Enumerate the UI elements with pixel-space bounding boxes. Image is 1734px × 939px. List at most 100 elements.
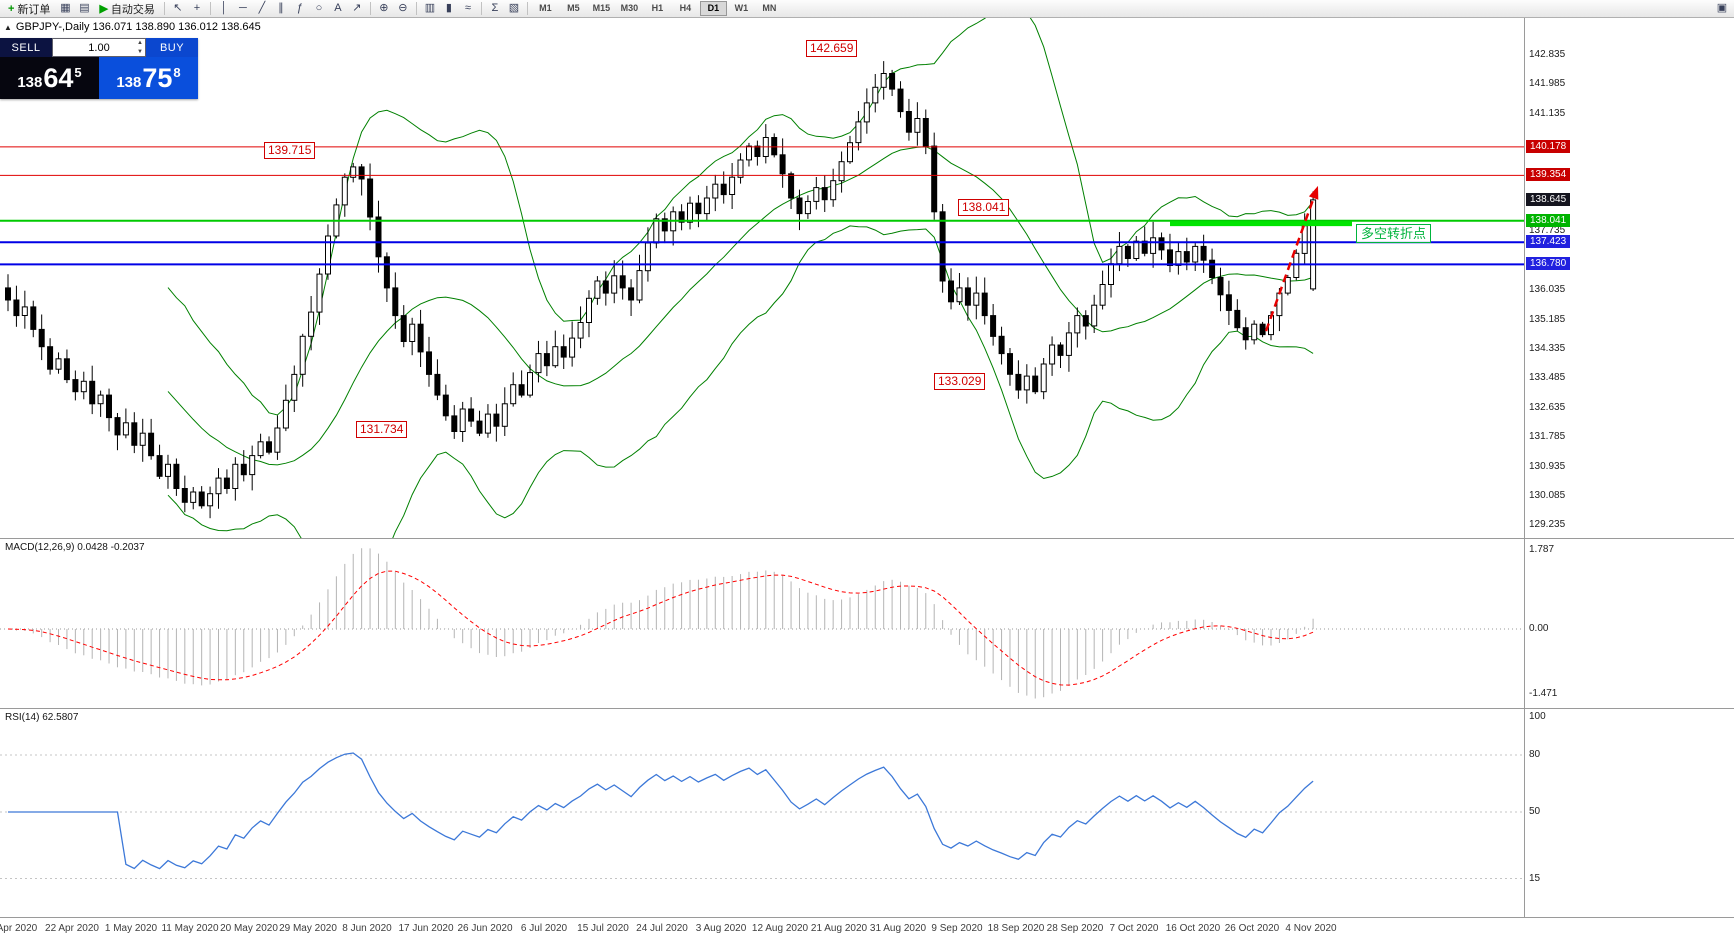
rsi-plot[interactable]: RSI(14) 62.5807 <box>0 709 1524 917</box>
time-axis-label: 3 Aug 2020 <box>695 923 747 934</box>
trendline-icon[interactable]: ╱ <box>258 2 266 14</box>
price-axis-label: 133.485 <box>1529 372 1566 384</box>
templates-icon[interactable]: ▧ <box>508 2 520 14</box>
chart-window-icon[interactable]: ▦ <box>60 2 71 14</box>
rsi-axis-label: 15 <box>1529 872 1541 884</box>
price-axis-label: 142.835 <box>1529 48 1566 60</box>
time-axis-label: 3 Apr 2020 <box>0 923 38 934</box>
price-axis-label: 132.635 <box>1529 401 1566 413</box>
timeframe-h4[interactable]: H4 <box>679 3 692 13</box>
time-axis-label: 18 Sep 2020 <box>987 923 1045 934</box>
toolbar-separator <box>163 2 165 15</box>
macd-chart <box>0 548 1524 699</box>
buy-price-sup: 8 <box>173 65 181 80</box>
price-chart-plot[interactable]: ▲ GBPJPY-,Daily 136.071 138.890 136.012 … <box>0 18 1524 538</box>
one-click-collapse-arrow[interactable]: ▲ <box>4 22 12 32</box>
sell-label[interactable]: SELL <box>11 41 41 54</box>
zoom-in-icon[interactable]: ⊕ <box>379 2 389 14</box>
price-panel: ▲ GBPJPY-,Daily 136.071 138.890 136.012 … <box>0 18 1734 538</box>
volume-down-icon[interactable]: ▼ <box>137 49 143 55</box>
cursor-icon[interactable]: ↖ <box>173 2 183 14</box>
price-axis-label: 134.335 <box>1529 342 1566 354</box>
channel-icon[interactable]: ∥ <box>278 2 284 14</box>
macd-axis-label: -1.471 <box>1529 687 1558 699</box>
timeframe-m30[interactable]: M30 <box>620 3 639 13</box>
timeframe-d1[interactable]: D1 <box>699 1 727 16</box>
price-axis-highlight-137.423: 137.423 <box>1526 235 1571 249</box>
timeframe-h1[interactable]: H1 <box>651 3 664 13</box>
volume-spinner[interactable]: ▲ ▼ <box>137 40 143 55</box>
time-axis-label: 22 Apr 2020 <box>45 923 99 934</box>
crosshair-icon[interactable]: + <box>193 2 201 14</box>
turning-point-note[interactable]: 多空转折点 <box>1356 224 1432 244</box>
timeframe-m1[interactable]: M1 <box>539 3 552 13</box>
price-axis-highlight-138.645: 138.645 <box>1526 192 1571 206</box>
price-axis-label: 137.735 <box>1529 225 1566 237</box>
time-axis-label: 17 Jun 2020 <box>398 923 454 934</box>
price-note-139.715[interactable]: 139.715 <box>264 142 316 160</box>
timeframe-m5[interactable]: M5 <box>567 3 580 13</box>
time-axis-label: 11 May 2020 <box>161 923 219 934</box>
new-order-button[interactable]: + 新订单 <box>3 1 55 16</box>
price-axis[interactable]: 142.835 141.985 141.135 137.735 136.035 135.1… <box>1524 18 1734 538</box>
toolbar: + 新订单 ▦ ▤ ▶ 自动交易 ↖ + │ ─ ╱ ∥ ƒ ○ A ↗ ⊕ ⊖ ▥ ▮ ≈ Σ ▧ M1 M5 M15 M30 H1… <box>0 0 1734 18</box>
sell-price-sup: 5 <box>74 65 82 80</box>
fibonacci-icon[interactable]: ƒ <box>296 2 303 14</box>
window-layout-icon[interactable]: ▣ <box>1716 2 1728 14</box>
volume-up-icon[interactable]: ▲ <box>137 40 143 46</box>
arrows-icon[interactable]: ↗ <box>352 2 362 14</box>
price-axis-label: 130.935 <box>1529 460 1566 472</box>
volume-value: 1.00 <box>88 41 110 54</box>
symbol-ohlc-text: GBPJPY-,Daily 136.071 138.890 136.012 13… <box>15 21 261 33</box>
buy-price-big: 75 <box>142 63 173 94</box>
volume-input[interactable]: 1.00 ▲ ▼ <box>52 38 146 57</box>
price-axis-label: 131.785 <box>1529 431 1566 443</box>
time-axis-label: 6 Jul 2020 <box>520 923 568 934</box>
time-axis-label: 4 Nov 2020 <box>1285 923 1337 934</box>
rsi-axis-label: 80 <box>1529 749 1541 760</box>
one-click-trading-panel: SELL 1.00 ▲ ▼ BUY 138 64 5 <box>0 38 198 99</box>
zoom-out-icon[interactable]: ⊖ <box>398 2 408 14</box>
macd-axis-label: 1.787 <box>1529 544 1555 556</box>
toolbar-separator <box>415 2 417 15</box>
time-axis-label: 20 May 2020 <box>220 923 278 934</box>
time-axis-label: 8 Jun 2020 <box>342 923 392 934</box>
price-note-133.029[interactable]: 133.029 <box>934 372 986 390</box>
time-axis-label: 21 Aug 2020 <box>810 923 868 934</box>
time-axis-label: 31 Aug 2020 <box>869 923 927 934</box>
rsi-axis-label: 50 <box>1529 806 1541 817</box>
rsi-header: RSI(14) 62.5807 <box>5 712 79 723</box>
timeframe-w1[interactable]: W1 <box>734 3 749 13</box>
price-note-138.041[interactable]: 138.041 <box>958 198 1010 216</box>
macd-header: MACD(12,26,9) 0.0428 -0.2037 <box>5 542 145 553</box>
trade-prices: 138 64 5 138 75 8 <box>0 57 198 99</box>
time-axis-label: 1 May 2020 <box>104 923 158 934</box>
indicators-icon[interactable]: Σ <box>491 2 499 14</box>
price-note-142.659[interactable]: 142.659 <box>806 39 858 57</box>
toolbar-separator <box>526 2 528 15</box>
rsi-axis[interactable]: 100 80 50 15 <box>1524 709 1734 917</box>
buy-price-int: 138 <box>116 74 142 91</box>
timeframe-mn[interactable]: MN <box>762 3 777 13</box>
macd-panel: MACD(12,26,9) 0.0428 -0.2037 1.787 0.00 -1… <box>0 538 1734 708</box>
tile-windows-icon[interactable]: ▤ <box>79 2 90 14</box>
buy-button[interactable]: 138 75 8 <box>99 57 198 99</box>
candlestick-chart-icon[interactable]: ▮ <box>445 2 452 14</box>
macd-plot[interactable]: MACD(12,26,9) 0.0428 -0.2037 <box>0 539 1524 708</box>
auto-trading-button[interactable]: ▶ 自动交易 <box>94 1 159 16</box>
price-note-131.734[interactable]: 131.734 <box>356 420 408 438</box>
buy-label[interactable]: BUY <box>146 38 198 57</box>
horizontal-line-icon[interactable]: ─ <box>239 2 247 14</box>
time-axis-label: 15 Jul 2020 <box>577 923 629 934</box>
new-order-button-label: 新订单 <box>17 3 51 16</box>
timeframe-m15[interactable]: M15 <box>592 3 611 13</box>
vertical-line-icon[interactable]: │ <box>220 2 228 14</box>
line-chart-icon[interactable]: ≈ <box>464 2 471 14</box>
bar-chart-icon[interactable]: ▥ <box>424 2 436 14</box>
shapes-icon[interactable]: ○ <box>315 2 323 14</box>
sell-button[interactable]: 138 64 5 <box>0 57 99 99</box>
price-axis-label: 141.985 <box>1529 78 1566 90</box>
text-icon[interactable]: A <box>334 2 342 14</box>
macd-axis[interactable]: 1.787 0.00 -1.471 <box>1524 539 1734 708</box>
